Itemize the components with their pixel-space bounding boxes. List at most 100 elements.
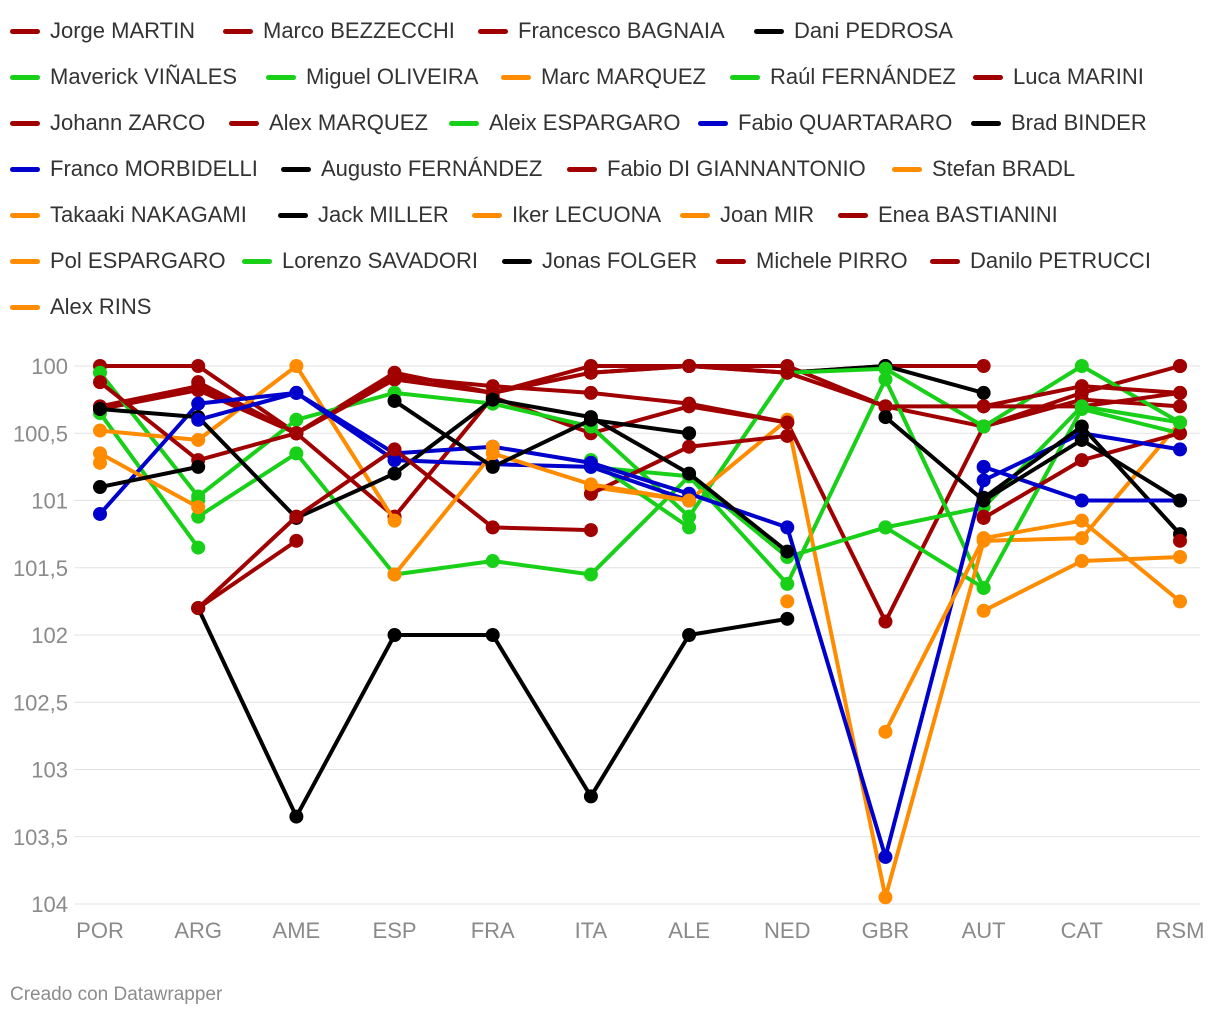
data-point[interactable]	[878, 399, 893, 414]
legend-item[interactable]: Jorge MARTIN	[10, 11, 195, 51]
data-point[interactable]	[780, 520, 795, 535]
data-point[interactable]	[583, 385, 598, 400]
data-point[interactable]	[682, 439, 697, 454]
data-point[interactable]	[682, 628, 697, 642]
legend-item[interactable]: Danilo PETRUCCI	[930, 241, 1151, 281]
data-point[interactable]	[93, 506, 107, 521]
data-point[interactable]	[289, 446, 304, 461]
data-point[interactable]	[1173, 399, 1187, 414]
legend-item[interactable]: Raúl FERNÁNDEZ	[730, 57, 956, 97]
data-point[interactable]	[976, 531, 991, 546]
data-point[interactable]	[583, 412, 598, 427]
data-point[interactable]	[780, 415, 795, 430]
data-point[interactable]	[682, 396, 697, 411]
data-point[interactable]	[93, 375, 107, 390]
data-point[interactable]	[387, 628, 402, 642]
data-point[interactable]	[387, 513, 402, 528]
legend-item[interactable]: Dani PEDROSA	[754, 11, 953, 51]
data-point[interactable]	[976, 359, 991, 373]
data-point[interactable]	[191, 375, 206, 390]
data-point[interactable]	[976, 419, 991, 434]
data-point[interactable]	[485, 379, 500, 394]
data-point[interactable]	[93, 402, 107, 417]
data-point[interactable]	[387, 393, 402, 408]
data-point[interactable]	[976, 385, 991, 400]
legend-item[interactable]: Marc MARQUEZ	[501, 57, 706, 97]
data-point[interactable]	[387, 453, 402, 468]
data-point[interactable]	[583, 477, 598, 492]
data-point[interactable]	[976, 509, 991, 524]
legend-item[interactable]: Franco MORBIDELLI	[10, 149, 258, 189]
data-point[interactable]	[191, 601, 206, 616]
data-point[interactable]	[976, 473, 991, 488]
data-point[interactable]	[1173, 385, 1187, 400]
legend-item[interactable]: Jack MILLER	[278, 195, 449, 235]
data-point[interactable]	[1074, 379, 1089, 394]
data-point[interactable]	[682, 359, 697, 373]
data-point[interactable]	[682, 520, 697, 535]
legend-item[interactable]: Iker LECUONA	[472, 195, 661, 235]
data-point[interactable]	[289, 385, 304, 400]
data-point[interactable]	[387, 369, 402, 384]
legend-item[interactable]: Lorenzo SAVADORI	[242, 241, 478, 281]
data-point[interactable]	[976, 459, 991, 474]
legend-item[interactable]: Fabio QUARTARARO	[698, 103, 952, 143]
data-point[interactable]	[780, 365, 795, 380]
data-point[interactable]	[485, 392, 500, 407]
data-point[interactable]	[976, 493, 991, 508]
data-point[interactable]	[878, 372, 893, 387]
data-point[interactable]	[780, 428, 795, 443]
data-point[interactable]	[878, 890, 893, 905]
data-point[interactable]	[485, 628, 500, 642]
data-point[interactable]	[1173, 533, 1187, 548]
legend-item[interactable]: Brad BINDER	[971, 103, 1147, 143]
data-point[interactable]	[682, 466, 697, 481]
data-point[interactable]	[485, 520, 500, 535]
data-point[interactable]	[1173, 493, 1187, 508]
legend-item[interactable]: Alex MARQUEZ	[229, 103, 428, 143]
data-point[interactable]	[485, 554, 500, 569]
legend-item[interactable]: Pol ESPARGARO	[10, 241, 226, 281]
data-point[interactable]	[289, 426, 304, 441]
legend-item[interactable]: Enea BASTIANINI	[838, 195, 1058, 235]
data-point[interactable]	[485, 446, 500, 461]
legend-item[interactable]: Marco BEZZECCHI	[223, 11, 455, 51]
data-point[interactable]	[1173, 426, 1187, 441]
data-point[interactable]	[1074, 513, 1089, 528]
data-point[interactable]	[1173, 359, 1187, 373]
data-point[interactable]	[1074, 359, 1089, 373]
data-point[interactable]	[1173, 442, 1187, 457]
data-point[interactable]	[1074, 493, 1089, 508]
data-point[interactable]	[682, 426, 697, 441]
legend-item[interactable]: Miguel OLIVEIRA	[266, 57, 478, 97]
data-point[interactable]	[583, 459, 598, 474]
data-point[interactable]	[485, 459, 500, 474]
data-point[interactable]	[780, 544, 795, 559]
data-point[interactable]	[682, 493, 697, 508]
data-point[interactable]	[878, 849, 893, 864]
data-point[interactable]	[191, 359, 206, 373]
data-point[interactable]	[93, 423, 107, 438]
legend-item[interactable]: Francesco BAGNAIA	[478, 11, 725, 51]
legend-item[interactable]: Fabio DI GIANNANTONIO	[567, 149, 866, 189]
legend-item[interactable]: Stefan BRADL	[892, 149, 1075, 189]
data-point[interactable]	[93, 446, 107, 461]
legend-item[interactable]: Michele PIRRO	[716, 241, 908, 281]
legend-item[interactable]: Joan MIR	[680, 195, 814, 235]
data-point[interactable]	[878, 614, 893, 629]
legend-item[interactable]: Takaaki NAKAGAMI	[10, 195, 247, 235]
data-point[interactable]	[976, 399, 991, 414]
data-point[interactable]	[289, 533, 304, 548]
data-point[interactable]	[289, 809, 304, 824]
data-point[interactable]	[191, 540, 206, 555]
data-point[interactable]	[387, 466, 402, 481]
data-point[interactable]	[780, 611, 795, 626]
data-point[interactable]	[878, 361, 893, 376]
data-point[interactable]	[583, 523, 598, 538]
data-point[interactable]	[878, 410, 893, 425]
data-point[interactable]	[289, 509, 304, 524]
data-point[interactable]	[191, 459, 206, 474]
data-point[interactable]	[1074, 419, 1089, 434]
data-point[interactable]	[583, 567, 598, 582]
data-point[interactable]	[878, 724, 893, 739]
